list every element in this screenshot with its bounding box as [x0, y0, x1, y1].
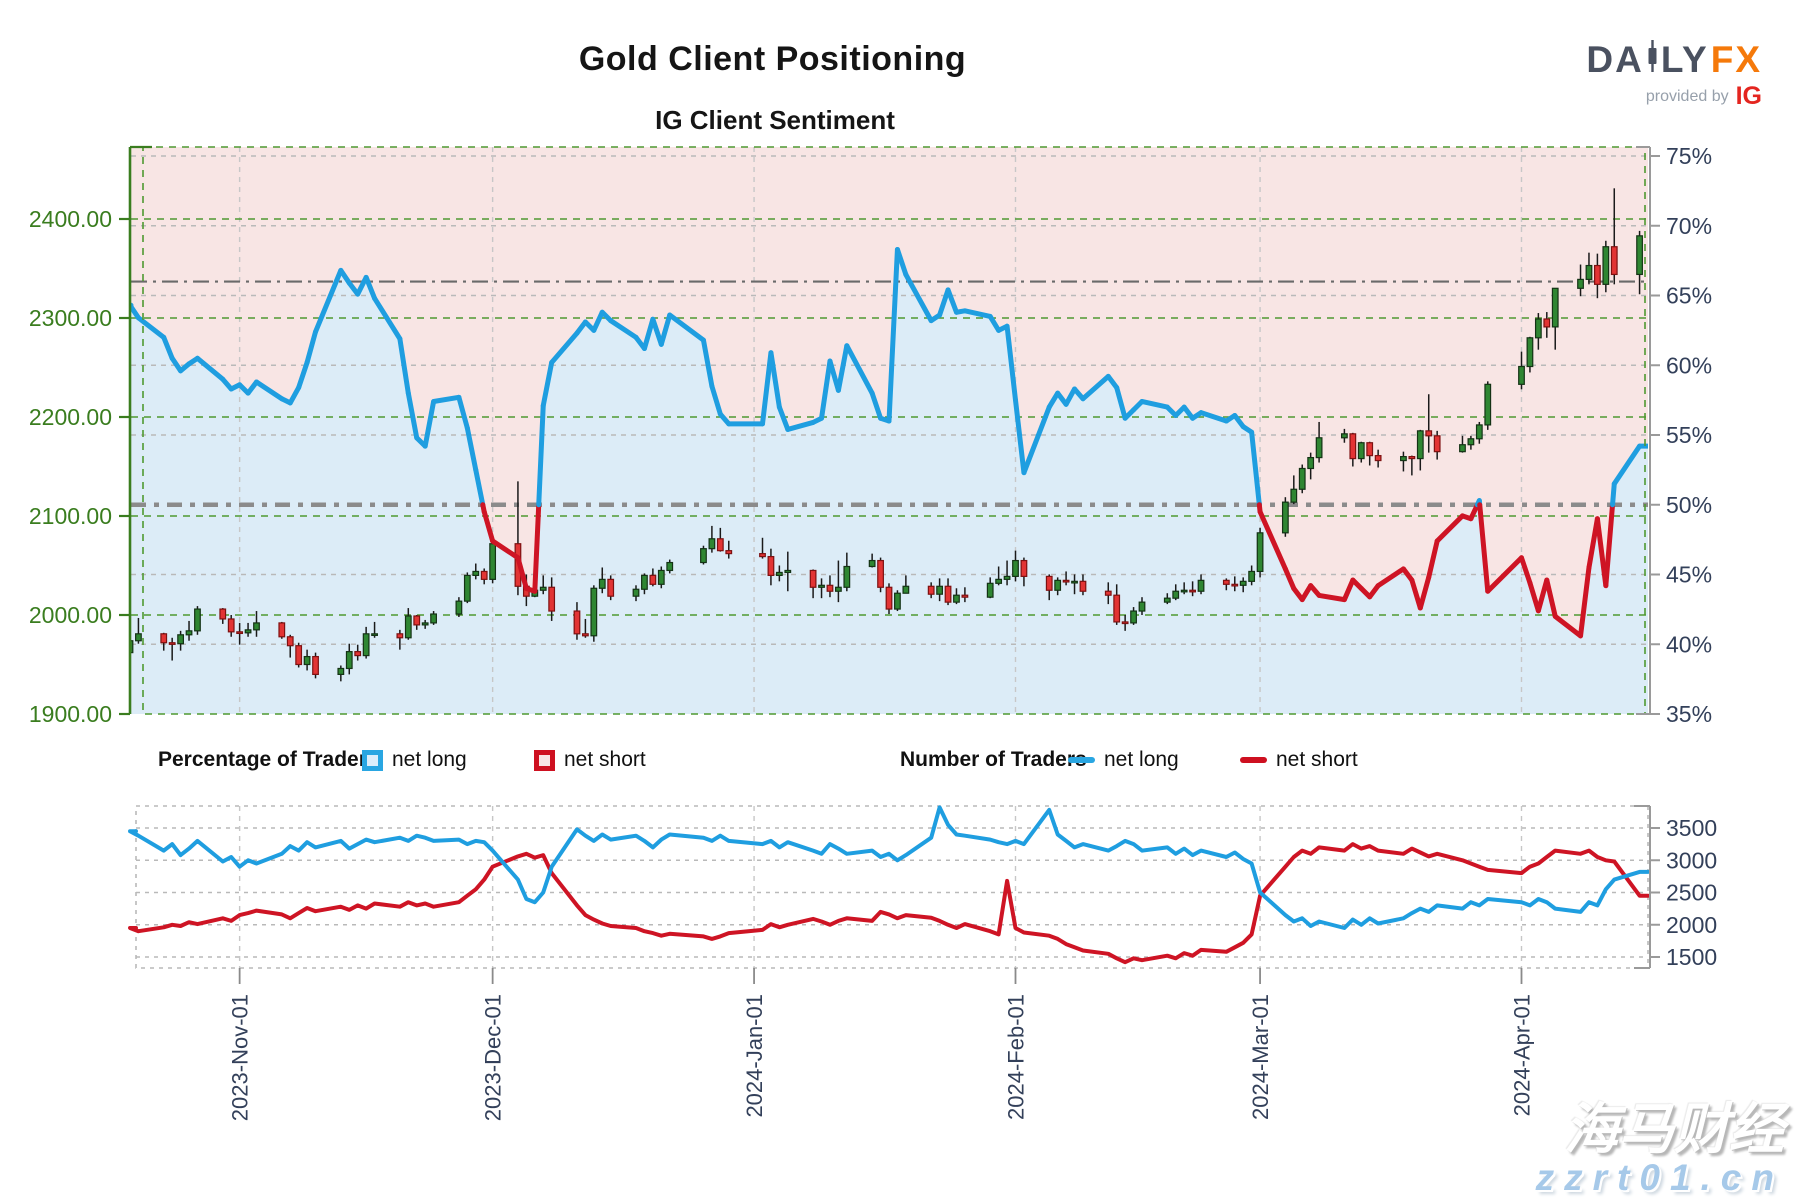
- traders-tick-label: 3000: [1666, 847, 1717, 873]
- legend-num-title: Number of Traders: [900, 748, 1087, 771]
- date-tick-label: 2024-Jan-01: [742, 994, 767, 1118]
- pct-tick-label: 70%: [1666, 213, 1712, 239]
- pct-tick-label: 40%: [1666, 631, 1712, 657]
- watermark-url: zzrt01.cn: [1535, 1157, 1784, 1199]
- price-tick-label: 2300.00: [29, 305, 112, 331]
- net-short-label: net short: [564, 748, 646, 771]
- dailyfx-logo: DA LY FX provided by IG: [1586, 40, 1762, 109]
- area-below-line: [131, 249, 1648, 714]
- price-tick-label: 1900.00: [29, 701, 112, 727]
- pct-tick-label: 55%: [1666, 422, 1712, 448]
- legend-pct-netlong: net long: [362, 742, 467, 778]
- date-axis: 2023-Nov-01 2023-Dec-01 2024-Jan-01 2024-Fe…: [228, 968, 1535, 1121]
- date-tick-label: 2023-Nov-01: [228, 994, 253, 1121]
- net-long-line-icon: [1068, 757, 1095, 763]
- brand-fx: FX: [1710, 38, 1762, 80]
- sentiment-line: [131, 246, 1648, 639]
- watermark: 海马财经 zzrt01.cn: [1536, 1101, 1784, 1198]
- date-tick-label: 2024-Feb-01: [1004, 994, 1029, 1120]
- brand-da: DA: [1586, 38, 1644, 80]
- gridlines: [131, 147, 1648, 968]
- traders-tick-label: 2000: [1666, 912, 1717, 938]
- pct-tick-label: 60%: [1666, 352, 1712, 378]
- price-tick-label: 2200.00: [29, 404, 112, 430]
- pct-tick-label: 45%: [1666, 562, 1712, 588]
- dailyfx-wordmark: DA LY FX: [1586, 40, 1762, 78]
- legend-pct-title: Percentage of Traders: [158, 748, 379, 771]
- net-long-square-icon: [362, 749, 383, 771]
- provided-by-text: provided by: [1645, 87, 1729, 105]
- ig-logo: IG: [1735, 82, 1762, 110]
- date-tick-label: 2024-Mar-01: [1248, 994, 1273, 1120]
- price-tick-label: 2100.00: [29, 503, 112, 529]
- price-tick-label: 2000.00: [29, 602, 112, 628]
- traders-tick-label: 2500: [1666, 880, 1717, 906]
- legend-pct-netshort: net short: [534, 742, 646, 778]
- net-short-square-icon: [534, 749, 555, 771]
- legend: Percentage of Traders net long net short…: [0, 742, 1800, 778]
- provided-by-row: provided by IG: [1586, 84, 1762, 109]
- traders-tick-label: 3500: [1666, 815, 1717, 841]
- traders-chart: 1500 2000 2500 3000 3500: [128, 805, 1717, 970]
- legend-num-netlong: net long: [1068, 742, 1179, 778]
- net-short-label-2: net short: [1276, 748, 1358, 771]
- date-tick-label: 2023-Dec-01: [481, 994, 506, 1121]
- pct-tick-label: 65%: [1666, 283, 1712, 309]
- price-tick-label: 2400.00: [29, 206, 112, 232]
- main-axes: 1900.00 2000.00 2100.00 2200.00 2300.00 2400.…: [29, 143, 1712, 727]
- legend-num-netshort: net short: [1240, 742, 1358, 778]
- net-long-label: net long: [392, 748, 467, 771]
- reference-lines: [131, 280, 1648, 507]
- chart-subtitle: IG Client Sentiment: [655, 105, 895, 135]
- net-long-label-2: net long: [1104, 748, 1179, 771]
- traders-tick-label: 1500: [1666, 944, 1717, 970]
- page-title: Gold Client Positioning: [578, 40, 967, 78]
- pct-tick-label: 50%: [1666, 492, 1712, 518]
- net-short-traders-line: [128, 842, 1650, 965]
- watermark-brand: 海马财经: [1563, 1098, 1784, 1161]
- net-long-traders-line: [128, 805, 1650, 930]
- pct-tick-label: 35%: [1666, 701, 1712, 727]
- date-tick-label: 2024-Apr-01: [1510, 994, 1535, 1116]
- net-short-line-icon: [1240, 757, 1267, 763]
- brand-ly: LY: [1660, 38, 1709, 80]
- candlestick-icon: [1646, 40, 1659, 78]
- pct-tick-label: 75%: [1666, 143, 1712, 169]
